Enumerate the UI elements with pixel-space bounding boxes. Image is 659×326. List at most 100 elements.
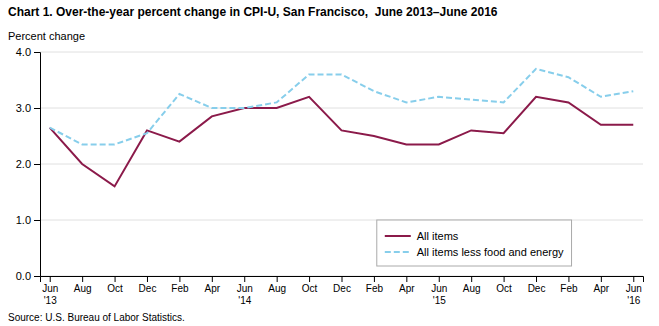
y-axis-line: [34, 53, 41, 277]
x-tick-label-line: Dec: [528, 283, 546, 294]
x-tick-label: Jun'15: [431, 283, 447, 306]
x-tick-label: Oct: [107, 283, 123, 294]
x-tick-label: Aug: [463, 283, 481, 294]
legend-swatch: [385, 235, 411, 237]
x-tick-mark: [471, 276, 472, 282]
x-tick-mark: [147, 276, 148, 282]
x-tick-label: Feb: [171, 283, 189, 294]
y-tick: 2.0: [16, 158, 40, 170]
x-tick: Feb: [171, 276, 189, 294]
x-tick: Dec: [333, 276, 351, 294]
x-tick-label-line: Jun: [626, 283, 642, 294]
y-tick: 0.0: [16, 270, 40, 282]
x-tick-label: Jun'14: [237, 283, 253, 306]
x-tick: Jun'16: [626, 276, 642, 306]
x-tick-label-line: Jun: [42, 283, 58, 294]
x-tick-label-line: Feb: [560, 283, 578, 294]
grid-line: [40, 164, 643, 165]
x-tick-mark: [115, 276, 116, 282]
title: Chart 1. Over-the-year percent change in…: [8, 5, 498, 19]
line: [50, 97, 634, 187]
x-tick: Dec: [139, 276, 157, 294]
x-tick-mark: [342, 276, 343, 282]
legend-item: All items: [385, 230, 459, 242]
x-tick-mark: [374, 276, 375, 282]
x-tick-label: Oct: [496, 283, 512, 294]
x-tick-mark: [633, 276, 634, 282]
x-tick-mark: [309, 276, 310, 282]
x-tick-label-line: Aug: [268, 283, 286, 294]
x-tick-label-line: '14: [238, 295, 251, 306]
x-tick: Apr: [399, 276, 415, 294]
legend-swatch: [385, 251, 411, 253]
y-tick-label: 1.0: [16, 214, 31, 226]
x-tick: Dec: [528, 276, 546, 294]
y-tick-label: 2.0: [16, 158, 31, 170]
plot: 0.01.02.03.04.0Jun'13AugOctDecFebAprJun'…: [16, 46, 644, 306]
x-tick-mark: [179, 276, 180, 282]
legend-item: All items less food and energy: [385, 246, 564, 258]
x-tick-mark: [536, 276, 537, 282]
x-tick-label-line: Jun: [431, 283, 447, 294]
x-tick-label-line: '16: [627, 295, 640, 306]
x-tick-label-line: Apr: [205, 283, 221, 294]
y-tick-mark: [34, 276, 40, 277]
x-tick: Feb: [366, 276, 384, 294]
x-tick-label-line: Dec: [139, 283, 157, 294]
y-tick-mark: [34, 220, 40, 221]
y-tick-mark: [34, 108, 40, 109]
x-tick-label-line: '15: [433, 295, 446, 306]
x-tick-mark: [568, 276, 569, 282]
x-tick: Jun'13: [42, 276, 58, 306]
y-tick: 3.0: [16, 102, 40, 114]
x-tick-label-line: Oct: [302, 283, 318, 294]
x-tick-mark: [601, 276, 602, 282]
x-tick-label-line: Dec: [333, 283, 351, 294]
x-tick: Aug: [74, 276, 92, 294]
grid-line: [40, 52, 643, 53]
legend-label: All items less food and energy: [417, 246, 564, 258]
x-tick-label: Oct: [302, 283, 318, 294]
x-tick: Aug: [463, 276, 481, 294]
x-tick-label: Dec: [333, 283, 351, 294]
x-tick-label: Dec: [528, 283, 546, 294]
y-tick-mark: [34, 164, 40, 165]
x-axis: Jun'13AugOctDecFebAprJun'14AugOctDecFebA…: [41, 276, 644, 306]
x-tick-label-line: Jun: [237, 283, 253, 294]
x-tick-label-line: '13: [44, 295, 57, 306]
x-tick-mark: [439, 276, 440, 282]
lines: [50, 69, 634, 187]
x-tick: Jun'15: [431, 276, 447, 306]
y-tick-label: 0.0: [16, 270, 31, 282]
y-tick: 4.0: [16, 46, 40, 58]
x-tick: Oct: [302, 276, 318, 294]
annotation: Source: U.S. Bureau of Labor Statistics.: [8, 312, 185, 323]
x-tick-label: Dec: [139, 283, 157, 294]
x-tick-label: Apr: [594, 283, 610, 294]
x-tick-label: Apr: [205, 283, 221, 294]
legend-box: [377, 220, 572, 266]
x-tick-mark: [82, 276, 83, 282]
x-tick-label: Aug: [74, 283, 92, 294]
x-tick: Apr: [205, 276, 221, 294]
x-tick-label-line: Aug: [463, 283, 481, 294]
x-tick-label: Feb: [560, 283, 578, 294]
legend-label: All items: [417, 230, 459, 242]
x-tick: Jun'14: [237, 276, 253, 306]
y-tick-mark: [34, 52, 40, 53]
grid-line: [40, 108, 643, 109]
grid: [40, 52, 643, 276]
x-tick-label-line: Oct: [496, 283, 512, 294]
x-tick-label-line: Feb: [171, 283, 189, 294]
y-tick-label: 3.0: [16, 102, 31, 114]
y-axis: 0.0 1.0 2.0 3.0 4.0: [16, 46, 41, 282]
x-tick-label: Aug: [268, 283, 286, 294]
x-tick-mark: [50, 276, 51, 282]
x-axis-line: [41, 277, 644, 283]
x-tick: Feb: [560, 276, 578, 294]
x-tick-label: Apr: [399, 283, 415, 294]
x-tick-mark: [504, 276, 505, 282]
legend: All items All items less food and energy: [377, 220, 572, 266]
x-tick-label-line: Aug: [74, 283, 92, 294]
x-tick-label: Jun'16: [626, 283, 642, 306]
